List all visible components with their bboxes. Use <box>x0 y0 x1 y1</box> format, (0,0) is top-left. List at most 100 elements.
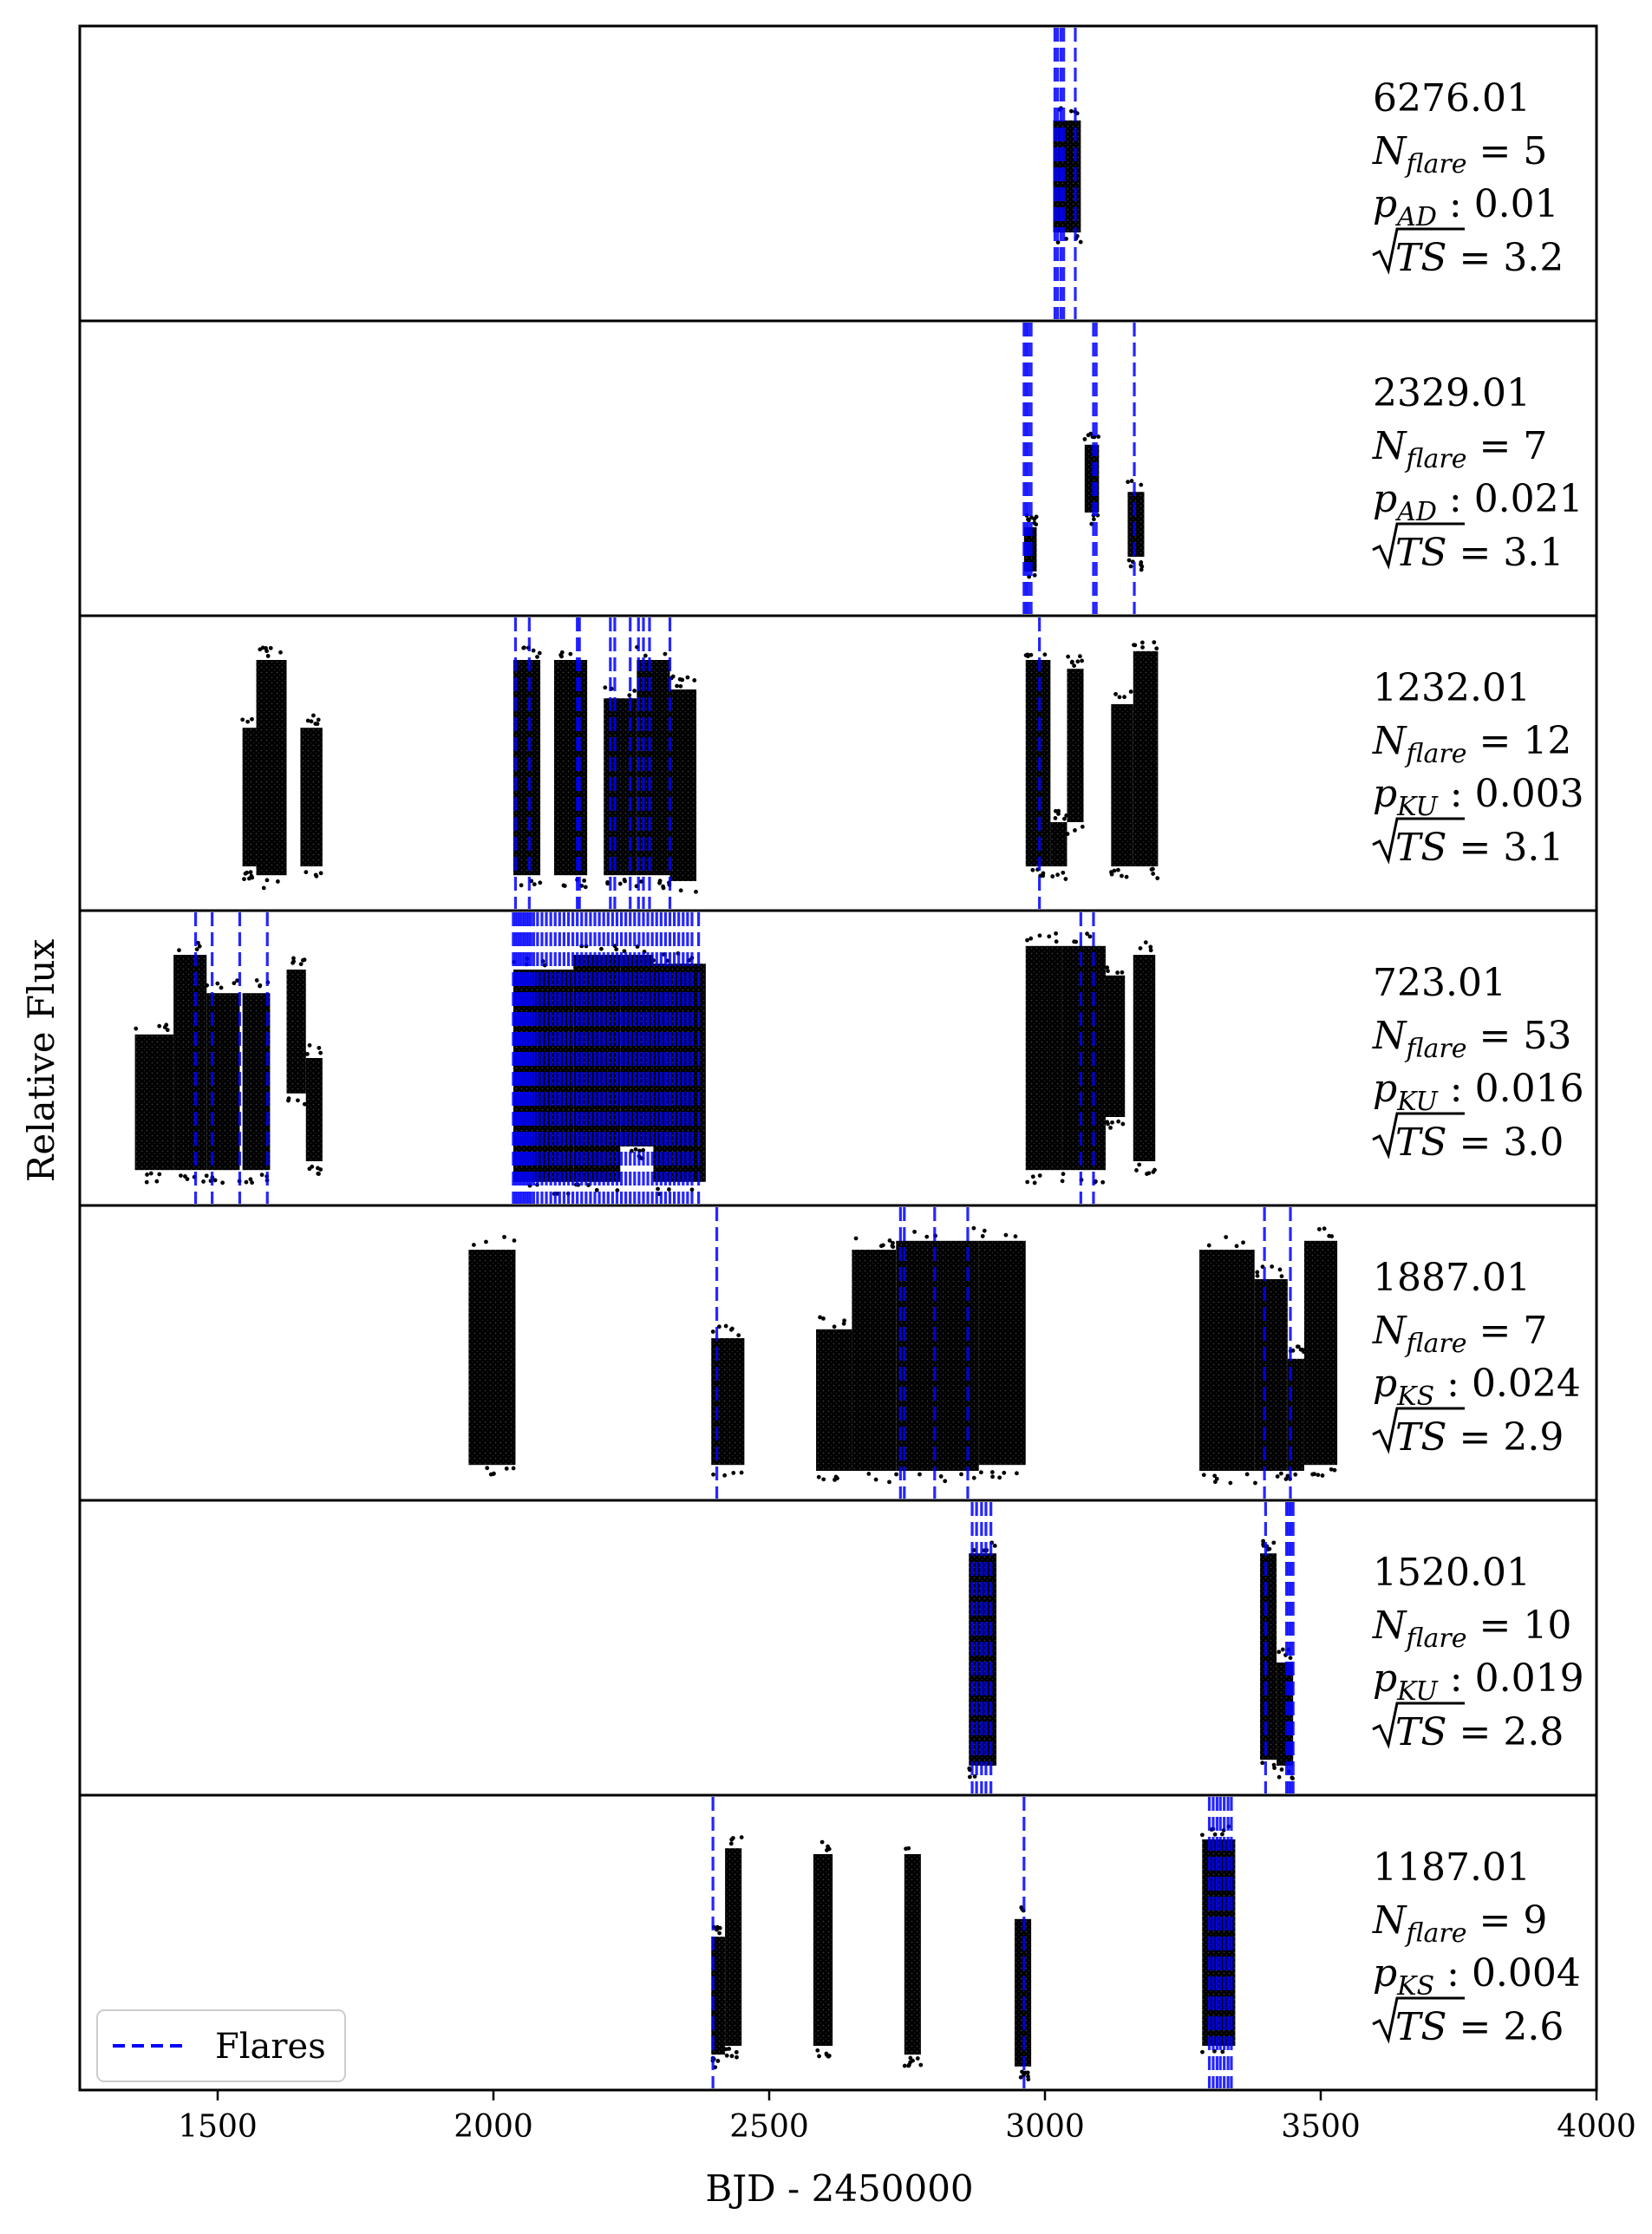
data-point <box>1151 1169 1156 1174</box>
data-point <box>1316 1226 1322 1231</box>
data-point <box>1075 659 1081 664</box>
data-point <box>667 1187 671 1192</box>
data-point <box>938 1474 944 1479</box>
data-point <box>316 1171 321 1176</box>
legend: Flares <box>96 2009 346 2082</box>
data-point <box>1025 937 1029 943</box>
p-value: 0.01 <box>1474 182 1559 226</box>
data-point <box>1332 1467 1337 1473</box>
data-point <box>194 947 199 952</box>
data-point <box>316 1166 320 1171</box>
data-point <box>623 879 628 884</box>
panel-n-flare: Nflare = 53 <box>1372 1014 1571 1064</box>
data-point <box>1050 874 1055 879</box>
data-point <box>538 880 543 885</box>
data-point <box>205 983 210 988</box>
data-point <box>722 1473 728 1478</box>
data-segment <box>1067 669 1084 822</box>
data-segment <box>1199 1250 1255 1471</box>
colon: : <box>1437 477 1474 521</box>
p-symbol: p <box>1373 1951 1397 1996</box>
data-point <box>154 1179 160 1184</box>
n-symbol: N <box>1372 1014 1407 1058</box>
data-point <box>677 676 682 682</box>
panel-p-value: pKU : 0.003 <box>1373 772 1584 822</box>
x-tick-label: 1500 <box>178 2109 258 2145</box>
sqrt-ts-value: 2.6 <box>1503 2005 1564 2049</box>
data-point <box>1013 1234 1018 1239</box>
data-point <box>1200 1832 1205 1838</box>
data-point <box>568 651 573 656</box>
data-point <box>817 2054 821 2059</box>
data-point <box>535 655 539 659</box>
panel-frame <box>78 1499 1598 1797</box>
data-point <box>924 1234 930 1239</box>
p-symbol: p <box>1373 1067 1397 1111</box>
data-point <box>1288 1656 1293 1661</box>
data-point <box>1100 1179 1106 1185</box>
data-point <box>723 1323 728 1329</box>
data-point <box>1140 645 1145 650</box>
data-point <box>1019 1905 1024 1910</box>
data-point <box>1041 873 1046 879</box>
data-segment <box>513 660 541 876</box>
data-point <box>959 1472 963 1477</box>
data-point <box>1285 1473 1290 1479</box>
data-point <box>1015 1471 1019 1476</box>
colon: : <box>1437 182 1474 226</box>
data-point <box>694 889 698 894</box>
data-segment <box>1133 955 1156 1161</box>
equals-sign: = <box>1447 1120 1504 1165</box>
data-segment <box>1254 1279 1288 1471</box>
n-flare-value: 7 <box>1523 424 1547 468</box>
data-point <box>1329 1466 1334 1472</box>
data-point <box>1115 867 1120 872</box>
data-segment <box>134 1034 174 1171</box>
data-point <box>315 722 320 727</box>
data-point <box>1073 828 1077 833</box>
p-subscript: KU <box>1396 1676 1439 1707</box>
data-point <box>641 1147 646 1153</box>
data-point <box>232 981 237 986</box>
data-segment <box>256 660 287 876</box>
data-point <box>727 2047 732 2051</box>
n-symbol: N <box>1372 719 1407 763</box>
data-point <box>1053 815 1058 820</box>
data-point <box>1255 1270 1260 1275</box>
data-point <box>242 877 246 882</box>
panel-p-value: pAD : 0.021 <box>1373 477 1583 527</box>
p-subscript: KS <box>1396 1971 1434 2002</box>
data-point <box>264 645 268 650</box>
data-point <box>1088 431 1094 436</box>
panel-frame <box>78 319 1598 617</box>
ts-symbol: TS <box>1395 531 1447 575</box>
data-point <box>1220 1832 1224 1837</box>
data-point <box>1077 654 1082 659</box>
data-point <box>313 872 318 878</box>
n-symbol: N <box>1372 424 1407 468</box>
data-point <box>841 1321 846 1326</box>
data-segment <box>1025 945 1062 1171</box>
data-point <box>1139 640 1145 645</box>
equals-sign: = <box>1447 1415 1504 1460</box>
data-point <box>316 717 321 722</box>
panel-id: 723.01 <box>1373 961 1506 1005</box>
data-point <box>145 1173 149 1177</box>
data-segment <box>896 1240 979 1471</box>
data-point <box>1122 695 1126 700</box>
data-point <box>204 1173 209 1179</box>
panel-id: 1887.01 <box>1373 1256 1531 1300</box>
data-point <box>1023 653 1028 658</box>
data-point <box>291 960 296 965</box>
data-point <box>286 1096 291 1101</box>
data-segment <box>637 660 670 876</box>
data-point <box>1037 933 1042 938</box>
data-point <box>1316 1473 1321 1478</box>
panel-id: 1187.01 <box>1373 1845 1531 1890</box>
data-segment <box>173 955 207 1171</box>
data-point <box>1030 867 1035 872</box>
data-point <box>853 1236 859 1241</box>
